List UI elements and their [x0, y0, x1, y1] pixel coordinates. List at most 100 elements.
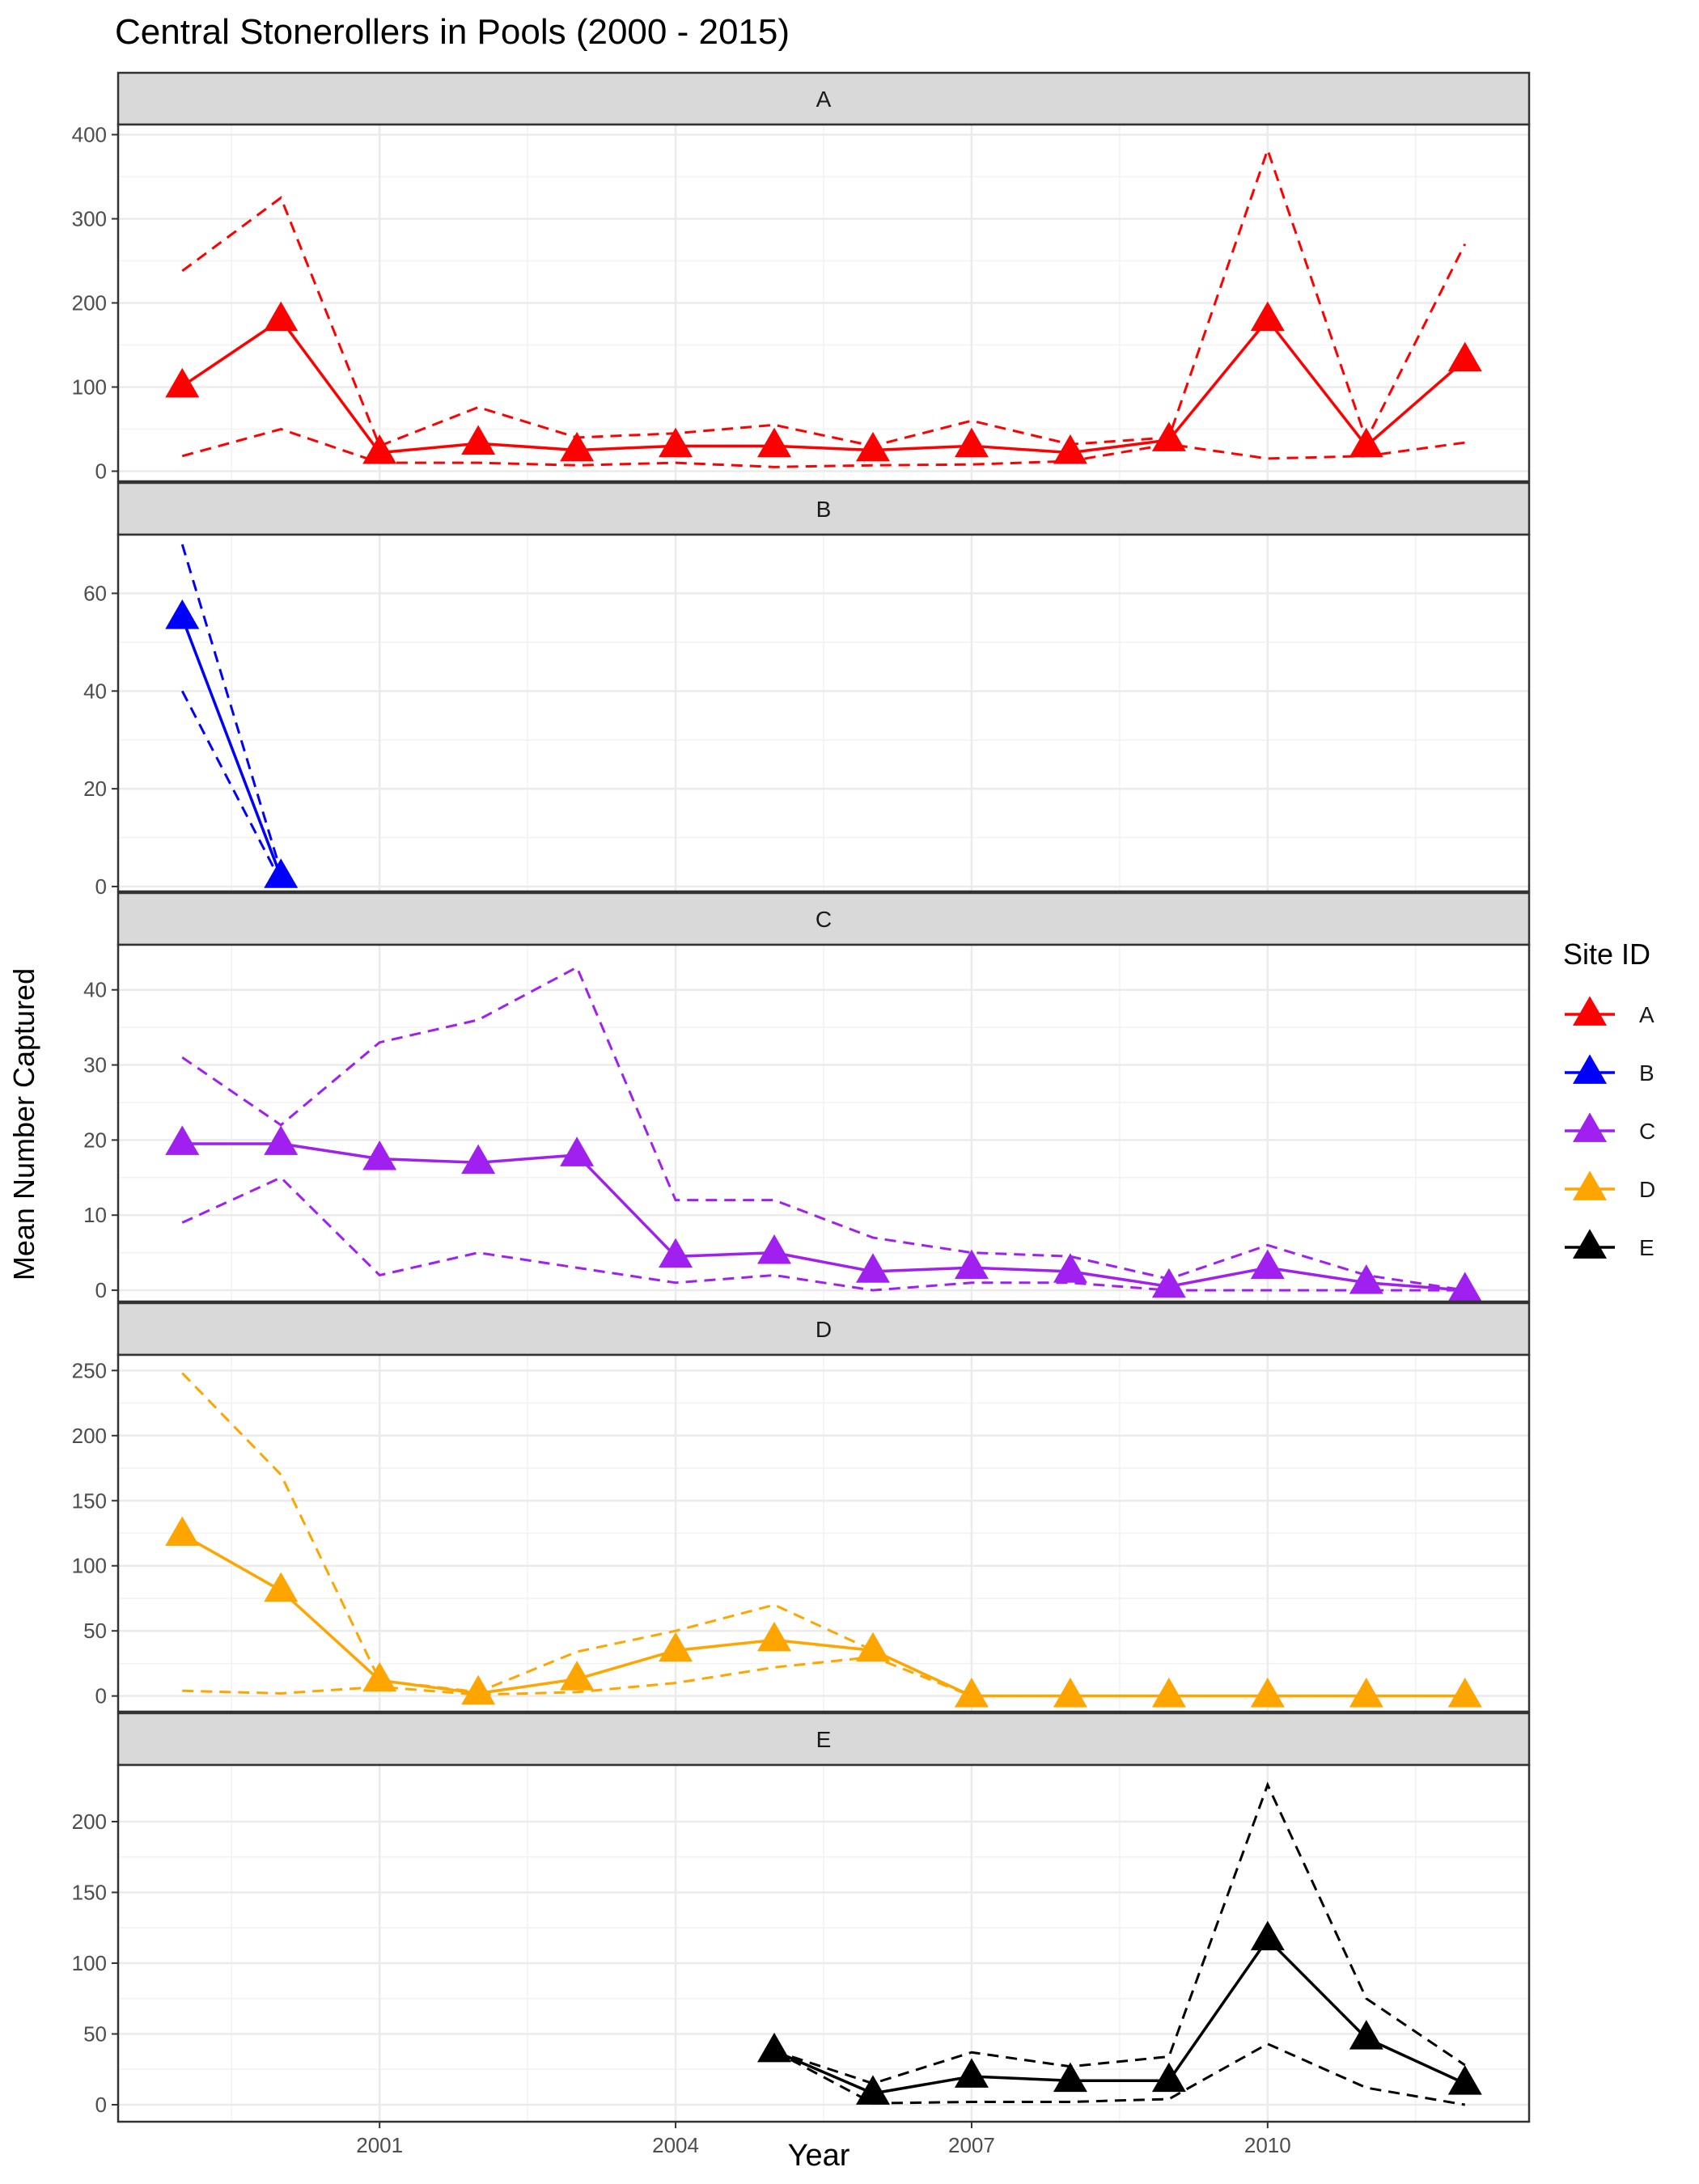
- legend-item-a: A: [1565, 996, 1655, 1027]
- y-tick-label: 40: [83, 679, 107, 703]
- x-tick-label: 2004: [652, 2133, 699, 2157]
- mean-point-marker: [659, 427, 693, 458]
- mean-point-marker: [855, 1253, 890, 1283]
- mean-point-marker: [1053, 2062, 1087, 2093]
- panel-border: [117, 943, 1531, 1303]
- y-tick-label: 200: [72, 1809, 107, 1834]
- y-tick-label: 0: [95, 1684, 107, 1708]
- mean-point-marker: [560, 1136, 595, 1166]
- legend-label: A: [1639, 1002, 1655, 1027]
- x-axis: 2001 2004 2007 2010: [356, 2122, 1291, 2157]
- mean-point-marker: [264, 301, 299, 332]
- facet-panel-c: C 0 10 20 30 40: [83, 891, 1531, 1303]
- mean-point-marker: [1250, 1678, 1285, 1708]
- mean-point-marker: [165, 599, 200, 629]
- mean-point-marker: [757, 1234, 792, 1264]
- y-tick-label: 150: [72, 1488, 107, 1513]
- mean-point-marker: [1053, 434, 1087, 464]
- mean-point-marker: [264, 1572, 299, 1602]
- facet-strip-label: C: [816, 907, 832, 932]
- lower-bound-line: [181, 1176, 1465, 1292]
- mean-point-marker: [1447, 341, 1482, 372]
- mean-point-marker: [1250, 1920, 1285, 1951]
- facet-panel-e: E 0 50 100 150 200: [72, 1712, 1531, 2123]
- mean-point-marker: [659, 1238, 693, 1268]
- mean-point-marker: [165, 1516, 200, 1546]
- facet-strip-label: A: [816, 87, 832, 112]
- mean-point-marker: [954, 1249, 989, 1280]
- x-tick-label: 2010: [1244, 2133, 1291, 2157]
- legend-label: B: [1639, 1060, 1655, 1086]
- mean-point-marker: [461, 425, 496, 455]
- mean-point-marker: [954, 427, 989, 458]
- mean-point-marker: [264, 1125, 299, 1155]
- mean-point-marker: [757, 427, 792, 458]
- facet-strip: [117, 1712, 1531, 1767]
- mean-line: [182, 1142, 1465, 1292]
- facet-panel-b: B 0 20 40 60: [83, 481, 1531, 899]
- y-tick-label: 250: [72, 1358, 107, 1382]
- facet-strip: [117, 891, 1531, 946]
- chart-title: Central Stonerollers in Pools (2000 - 20…: [115, 12, 790, 52]
- legend-item-b: B: [1565, 1054, 1655, 1086]
- y-tick-label: 150: [72, 1881, 107, 1905]
- mean-point-marker: [1151, 1678, 1186, 1708]
- mean-point-marker: [560, 1661, 595, 1691]
- legend-key-marker: [1573, 996, 1607, 1026]
- facet-strip: [117, 481, 1531, 536]
- facet-panel-a: A 0 100 200 300 400: [72, 71, 1531, 484]
- y-axis-label: Mean Number Captured: [7, 968, 40, 1280]
- x-tick-label: 2001: [356, 2133, 403, 2157]
- panel-border: [117, 123, 1531, 483]
- upper-bound-line: [180, 544, 282, 873]
- mean-point-marker: [560, 431, 595, 462]
- legend-label: E: [1639, 1235, 1655, 1260]
- mean-point-marker: [362, 434, 397, 464]
- legend-label: C: [1639, 1119, 1655, 1144]
- legend-key-marker: [1573, 1112, 1607, 1142]
- mean-point-marker: [855, 431, 890, 462]
- legend-items: A B C D E: [1565, 996, 1655, 1260]
- lower-bound-line: [773, 2042, 1465, 2106]
- mean-point-marker: [1250, 1249, 1285, 1280]
- mean-point-marker: [1250, 301, 1285, 332]
- lower-bound-line: [181, 427, 1465, 468]
- legend-title: Site ID: [1563, 938, 1650, 971]
- upper-bound-line: [181, 146, 1467, 448]
- mean-point-marker: [1447, 1272, 1482, 1302]
- y-tick-label: 50: [83, 1619, 107, 1643]
- y-tick-label: 100: [72, 1951, 107, 1975]
- y-tick-label: 30: [83, 1053, 107, 1077]
- mean-point-marker: [1053, 1253, 1087, 1283]
- panel-border: [117, 1353, 1531, 1713]
- x-tick-label: 2007: [948, 2133, 995, 2157]
- legend-item-e: E: [1565, 1229, 1655, 1260]
- y-tick-label: 20: [83, 1128, 107, 1152]
- legend-key-marker: [1573, 1054, 1607, 1084]
- panel-border: [117, 1763, 1531, 2123]
- legend-label: D: [1639, 1177, 1655, 1202]
- mean-point-marker: [1151, 421, 1186, 451]
- y-tick-label: 10: [83, 1203, 107, 1227]
- y-tick-label: 100: [72, 1554, 107, 1578]
- facet-strip: [117, 71, 1531, 126]
- y-tick-label: 40: [83, 978, 107, 1002]
- x-axis-label: Year: [788, 2139, 850, 2173]
- mean-point-marker: [362, 1661, 397, 1692]
- mean-point-marker: [855, 1632, 890, 1662]
- y-tick-label: 400: [72, 122, 107, 146]
- facet-strip-label: D: [816, 1317, 832, 1342]
- mean-point-marker: [1447, 1678, 1482, 1708]
- legend-item-c: C: [1565, 1112, 1655, 1144]
- mean-point-marker: [461, 1674, 496, 1705]
- facet-strip: [117, 1302, 1531, 1357]
- y-tick-label: 20: [83, 777, 107, 801]
- mean-point-marker: [461, 1144, 496, 1175]
- mean-line: [773, 1936, 1466, 2095]
- legend-key-marker: [1573, 1170, 1607, 1200]
- mean-point-marker: [1349, 1264, 1383, 1294]
- facet-strip-label: B: [816, 497, 832, 522]
- mean-point-marker: [954, 2058, 989, 2088]
- mean-point-marker: [855, 2075, 890, 2105]
